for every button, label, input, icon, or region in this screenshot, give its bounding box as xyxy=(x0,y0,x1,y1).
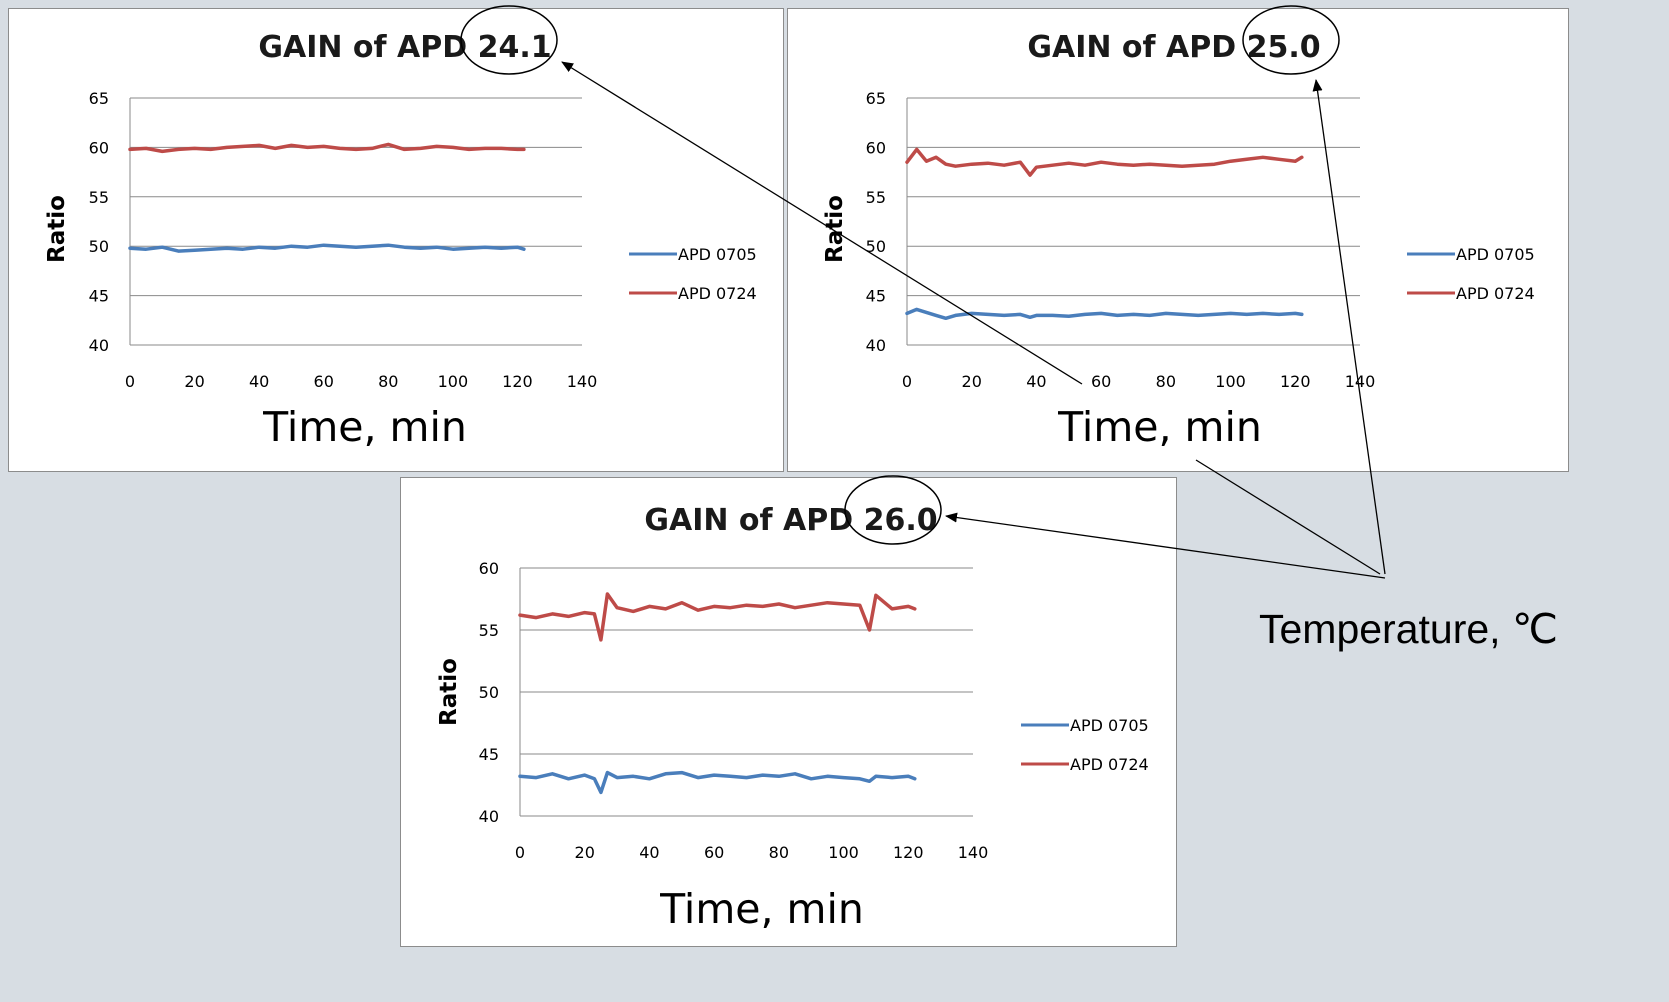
y-tick-label: 65 xyxy=(866,89,886,108)
chart-gain-26-0: 40 45 50 55 60 0 20 40 60 80 100 120 140 GAIN of APD … xyxy=(436,503,1149,933)
legend-label: APD 0724 xyxy=(678,284,757,303)
legend-label: APD 0724 xyxy=(1456,284,1535,303)
y-tick-label: 45 xyxy=(866,287,886,306)
x-tick-label: 0 xyxy=(515,843,525,862)
legend-label: APD 0705 xyxy=(1456,245,1535,264)
x-axis-label: Time, min xyxy=(262,403,467,451)
y-tick-label: 55 xyxy=(479,621,499,640)
x-tick-label: 20 xyxy=(575,843,595,862)
y-axis-label: Ratio xyxy=(822,195,848,263)
temperature-label: Temperature, ℃ xyxy=(1259,606,1558,652)
y-tick-label: 60 xyxy=(479,559,499,578)
legend-label: APD 0724 xyxy=(1070,755,1149,774)
x-axis-label: Time, min xyxy=(659,885,864,933)
y-tick-label: 50 xyxy=(89,237,109,256)
x-tick-label: 120 xyxy=(502,372,533,391)
x-tick-label: 140 xyxy=(958,843,989,862)
legend-label: APD 0705 xyxy=(1070,716,1149,735)
y-tick-label: 55 xyxy=(89,188,109,207)
y-tick-label: 45 xyxy=(479,745,499,764)
series-line xyxy=(905,147,1304,177)
y-tick-label: 55 xyxy=(866,188,886,207)
y-axis-label: Ratio xyxy=(44,195,70,263)
y-axis-label: Ratio xyxy=(436,658,462,726)
chart-panel-bottom: 40 45 50 55 60 0 20 40 60 80 100 120 140 GAIN of APD … xyxy=(400,477,1177,947)
x-tick-label: 120 xyxy=(1280,372,1311,391)
y-tick-label: 45 xyxy=(89,287,109,306)
y-tick-label: 60 xyxy=(866,138,886,157)
chart-gain-25-0: 40 45 50 55 60 65 0 20 40 60 80 100 120 140 GAIN of AP… xyxy=(822,30,1535,451)
x-tick-label: 100 xyxy=(1215,372,1246,391)
x-tick-label: 0 xyxy=(902,372,912,391)
y-tick-label: 40 xyxy=(89,336,109,355)
legend-label: APD 0705 xyxy=(678,245,757,264)
x-tick-label: 140 xyxy=(567,372,598,391)
x-tick-label: 0 xyxy=(125,372,135,391)
series-line xyxy=(518,592,917,642)
x-tick-label: 120 xyxy=(893,843,924,862)
chart-panel-top-right: 40 45 50 55 60 65 0 20 40 60 80 100 120 140 GAIN of AP… xyxy=(787,8,1569,472)
chart-panel-top-left: 40 45 50 55 60 65 0 20 40 60 80 100 120 140 GAIN of AP… xyxy=(8,8,784,472)
y-tick-label: 65 xyxy=(89,89,109,108)
x-tick-label: 20 xyxy=(962,372,982,391)
series-line xyxy=(128,243,526,253)
x-tick-label: 140 xyxy=(1345,372,1376,391)
y-tick-label: 40 xyxy=(479,807,499,826)
x-tick-label: 80 xyxy=(378,372,398,391)
x-tick-label: 80 xyxy=(769,843,789,862)
connector-line xyxy=(1195,459,1381,575)
x-tick-label: 40 xyxy=(249,372,269,391)
x-tick-label: 100 xyxy=(438,372,469,391)
y-tick-label: 50 xyxy=(479,683,499,702)
x-axis-label: Time, min xyxy=(1057,403,1262,451)
chart-title: GAIN of APD 25.0 xyxy=(1027,30,1320,65)
y-tick-label: 50 xyxy=(866,237,886,256)
x-tick-label: 60 xyxy=(1091,372,1111,391)
series-line xyxy=(905,307,1304,321)
x-tick-label: 40 xyxy=(639,843,659,862)
x-tick-label: 60 xyxy=(314,372,334,391)
chart-title: GAIN of APD 26.0 xyxy=(644,503,937,538)
y-tick-label: 60 xyxy=(89,138,109,157)
x-tick-label: 40 xyxy=(1026,372,1046,391)
y-tick-label: 40 xyxy=(866,336,886,355)
series-line xyxy=(518,770,917,795)
x-tick-label: 100 xyxy=(828,843,859,862)
x-tick-label: 20 xyxy=(184,372,204,391)
x-tick-label: 60 xyxy=(704,843,724,862)
chart-gain-24-1: 40 45 50 55 60 65 0 20 40 60 80 100 120 140 GAIN of AP… xyxy=(44,30,757,451)
x-tick-label: 80 xyxy=(1156,372,1176,391)
series-line xyxy=(128,142,526,154)
chart-title: GAIN of APD 24.1 xyxy=(258,30,551,65)
